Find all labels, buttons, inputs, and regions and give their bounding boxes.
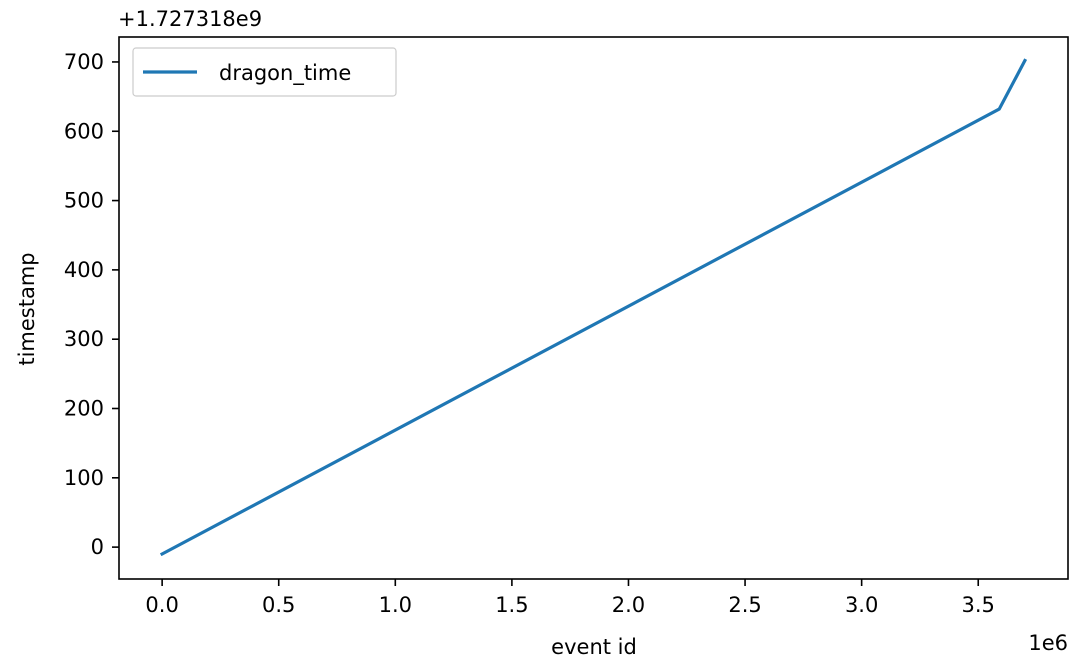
y-tick-label: 100 bbox=[64, 466, 104, 490]
x-tick-label: 3.5 bbox=[962, 593, 995, 617]
x-axis-ticks: 0.0 0.5 1.0 1.5 2.0 2.5 3.0 3.5 bbox=[145, 579, 995, 617]
x-tick-label: 2.5 bbox=[728, 593, 761, 617]
x-offset-text: 1e6 bbox=[1028, 631, 1068, 655]
legend-box bbox=[132, 47, 397, 97]
x-tick-label: 3.0 bbox=[845, 593, 878, 617]
x-tick-label: 1.5 bbox=[495, 593, 528, 617]
series-line-dragon_time bbox=[159, 58, 1028, 557]
x-tick-label: 0.0 bbox=[145, 593, 178, 617]
y-tick-label: 600 bbox=[64, 119, 104, 143]
y-axis-ticks: 0 100 200 300 400 500 600 700 bbox=[64, 50, 119, 559]
x-axis-label: event id bbox=[551, 635, 637, 659]
y-tick-label: 200 bbox=[64, 396, 104, 420]
legend: dragon_time bbox=[132, 47, 397, 97]
x-tick-label: 1.0 bbox=[379, 593, 412, 617]
y-axis-label: timestamp bbox=[15, 252, 39, 365]
plot-frame bbox=[118, 36, 1069, 580]
legend-label: dragon_time bbox=[219, 61, 351, 86]
y-tick-label: 700 bbox=[64, 50, 104, 74]
y-tick-label: 0 bbox=[91, 535, 104, 559]
y-offset-text: +1.727318e9 bbox=[118, 7, 262, 31]
y-tick-label: 300 bbox=[64, 327, 104, 351]
series-layer bbox=[159, 58, 1028, 557]
x-tick-label: 0.5 bbox=[262, 593, 295, 617]
y-tick-label: 400 bbox=[64, 258, 104, 282]
y-tick-label: 500 bbox=[64, 189, 104, 213]
x-tick-label: 2.0 bbox=[612, 593, 645, 617]
